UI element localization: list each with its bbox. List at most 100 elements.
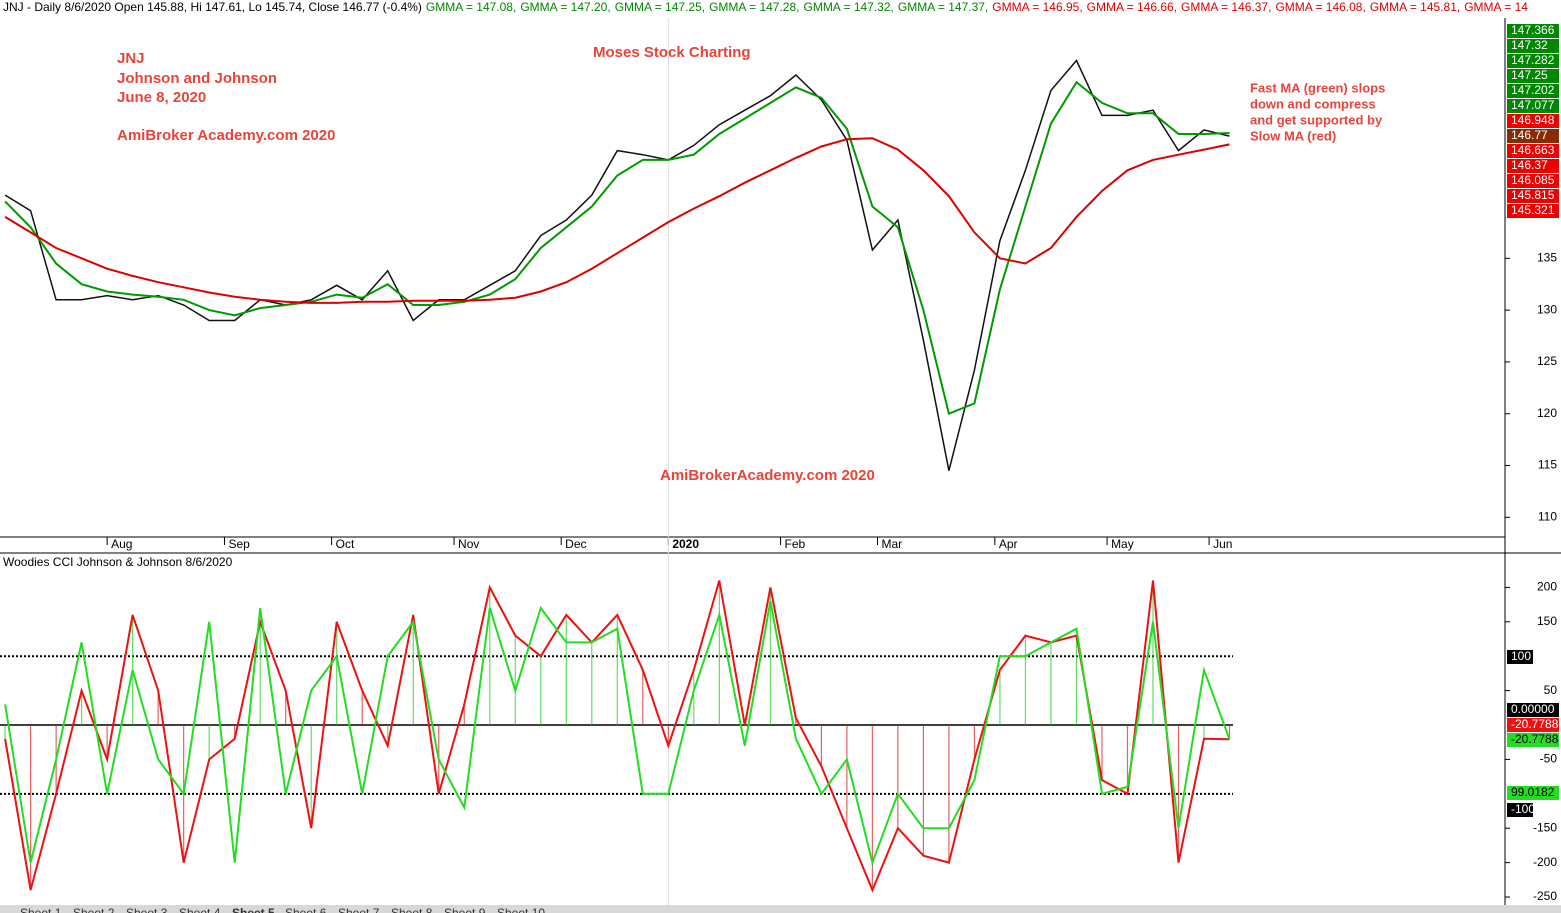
reference-box	[1507, 703, 1559, 717]
y-tick-label: 200	[1537, 580, 1557, 594]
last-value-label: 147.077	[1511, 98, 1555, 112]
last-value-label: -20.7788	[1511, 732, 1559, 746]
header-gmma: GMMA = 145.81,	[1370, 0, 1460, 14]
last-value-label: 147.32	[1511, 38, 1548, 52]
x-tick-label: Sep	[228, 537, 250, 551]
pane-title: Woodies CCI Johnson & Johnson 8/6/2020	[3, 555, 233, 569]
last-value-label: 146.948	[1511, 113, 1555, 127]
last-value-box	[1507, 69, 1559, 83]
reference-box	[1507, 650, 1533, 664]
y-tick-label: 50	[1544, 683, 1558, 697]
last-value-box	[1507, 24, 1559, 38]
sheet-tab[interactable]: Sheet 9	[444, 906, 486, 913]
reference-box	[1507, 803, 1533, 817]
last-value-label: 145.321	[1511, 203, 1555, 217]
header: JNJ - Daily 8/6/2020 Open 145.88, Hi 147…	[3, 0, 1528, 14]
annotation: JNJ	[117, 50, 145, 67]
header-gmma: GMMA = 147.20,	[520, 0, 610, 14]
last-value-label: 146.085	[1511, 173, 1555, 187]
y-tick-label: 150	[1537, 614, 1557, 628]
annotation-note: Fast MA (green) slops	[1250, 80, 1385, 95]
header-gmma: GMMA = 147.37,	[898, 0, 988, 14]
header-gmma: GMMA = 147.25,	[615, 0, 705, 14]
y-tick-label: 125	[1537, 354, 1557, 368]
series-line	[4, 137, 1230, 304]
annotation: Johnson and Johnson	[117, 70, 277, 87]
last-value-box	[1507, 204, 1559, 218]
last-value-box	[1507, 144, 1559, 158]
last-value-box	[1507, 54, 1559, 68]
last-value-box	[1507, 174, 1559, 188]
series-line	[4, 59, 1230, 471]
x-tick-label: Nov	[458, 537, 479, 551]
y-tick-label: 135	[1537, 251, 1557, 265]
sheet-tab[interactable]: Sheet 7	[338, 906, 380, 913]
reference-label: 0.00000	[1511, 702, 1555, 716]
last-value-box	[1507, 129, 1559, 143]
y-tick-label: -250	[1533, 889, 1557, 903]
series-line	[4, 601, 1231, 866]
header-gmma: GMMA = 146.95,	[992, 0, 1082, 14]
last-value-label: 146.77	[1511, 128, 1548, 142]
series-line	[4, 580, 1230, 893]
sheet-tab[interactable]: Sheet 5	[232, 906, 275, 913]
sheet-tab[interactable]: Sheet 10	[497, 906, 545, 913]
last-value-label: 145.815	[1511, 188, 1555, 202]
x-tick-label: Dec	[565, 537, 586, 551]
last-value-box	[1507, 733, 1559, 747]
last-value-box	[1507, 786, 1559, 800]
annotation-note: Slow MA (red)	[1250, 128, 1336, 143]
series-line	[4, 80, 1230, 416]
y-tick-label: 110	[1538, 509, 1557, 523]
last-value-label: 147.366	[1511, 23, 1555, 37]
sheet-tab[interactable]: Sheet 1	[20, 906, 62, 913]
last-value-label: 146.37	[1511, 158, 1548, 172]
last-value-box	[1507, 718, 1559, 732]
x-tick-label: May	[1111, 537, 1134, 551]
last-value-label: -20.7788	[1511, 717, 1559, 731]
last-value-label: 146.663	[1511, 143, 1555, 157]
tab-bar	[0, 905, 1561, 913]
reference-label: 100	[1511, 649, 1531, 663]
header-gmma: GMMA = 147.08,	[426, 0, 516, 14]
last-value-box	[1507, 114, 1559, 128]
header-gmma: GMMA = 146.66,	[1087, 0, 1177, 14]
sheet-tab[interactable]: Sheet 8	[391, 906, 433, 913]
header-gmma: GMMA = 147.28,	[709, 0, 799, 14]
y-tick-label: -200	[1533, 855, 1557, 869]
x-tick-label: Jun	[1213, 537, 1232, 551]
last-value-box	[1507, 99, 1559, 113]
x-tick-label: Apr	[999, 537, 1018, 551]
sheet-tab[interactable]: Sheet 2	[73, 906, 115, 913]
y-tick-label: -50	[1540, 752, 1558, 766]
y-tick-label: 130	[1537, 302, 1557, 316]
annotation: AmiBroker Academy.com 2020	[117, 127, 335, 144]
sheet-tab[interactable]: Sheet 4	[179, 906, 221, 913]
x-tick-label: Aug	[111, 537, 132, 551]
x-tick-label: Mar	[881, 537, 902, 551]
header-gmma: GMMA = 146.08,	[1275, 0, 1365, 14]
x-tick-label: 2020	[672, 537, 699, 551]
reference-label: -100	[1511, 802, 1535, 816]
annotation-note: and get supported by	[1250, 112, 1383, 127]
last-value-label: 147.282	[1511, 53, 1555, 67]
last-value-box	[1507, 189, 1559, 203]
annotation: Moses Stock Charting	[593, 44, 751, 61]
header-gmma: GMMA = 147.32,	[803, 0, 893, 14]
y-tick-label: -150	[1533, 820, 1557, 834]
annotation-note: down and compress	[1250, 96, 1376, 111]
annotation: June 8, 2020	[117, 89, 206, 106]
last-value-label: 147.202	[1511, 83, 1555, 97]
x-tick-label: Oct	[336, 537, 355, 551]
annotation: AmiBrokerAcademy.com 2020	[660, 467, 875, 484]
header-gmma: GMMA = 14	[1464, 0, 1528, 14]
sheet-tab[interactable]: Sheet 6	[285, 906, 327, 913]
last-value-box	[1507, 39, 1559, 53]
header-lead: JNJ - Daily 8/6/2020 Open 145.88, Hi 147…	[3, 0, 422, 14]
y-tick-label: 120	[1537, 406, 1557, 420]
sheet-tab[interactable]: Sheet 3	[126, 906, 168, 913]
x-tick-label: Feb	[785, 537, 806, 551]
